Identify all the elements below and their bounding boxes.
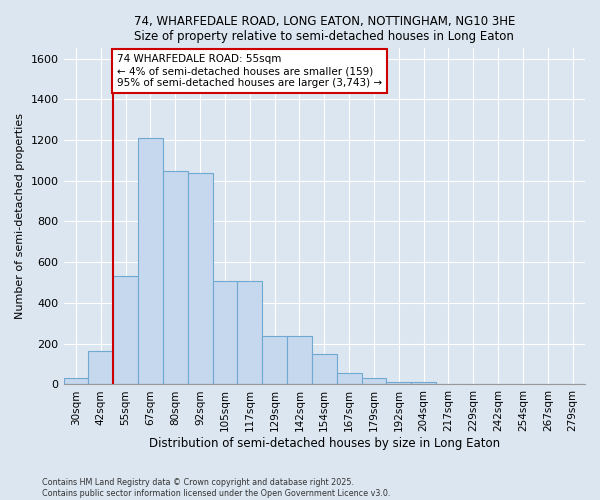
Bar bbox=[362, 378, 386, 384]
Bar bbox=[411, 382, 436, 384]
Bar bbox=[88, 351, 113, 384]
Bar bbox=[312, 354, 337, 384]
Bar bbox=[113, 276, 138, 384]
X-axis label: Distribution of semi-detached houses by size in Long Eaton: Distribution of semi-detached houses by … bbox=[149, 437, 500, 450]
Text: Contains HM Land Registry data © Crown copyright and database right 2025.
Contai: Contains HM Land Registry data © Crown c… bbox=[42, 478, 391, 498]
Y-axis label: Number of semi-detached properties: Number of semi-detached properties bbox=[15, 114, 25, 320]
Title: 74, WHARFEDALE ROAD, LONG EATON, NOTTINGHAM, NG10 3HE
Size of property relative : 74, WHARFEDALE ROAD, LONG EATON, NOTTING… bbox=[134, 15, 515, 43]
Bar bbox=[337, 374, 362, 384]
Bar bbox=[188, 172, 212, 384]
Text: 74 WHARFEDALE ROAD: 55sqm
← 4% of semi-detached houses are smaller (159)
95% of : 74 WHARFEDALE ROAD: 55sqm ← 4% of semi-d… bbox=[117, 54, 382, 88]
Bar bbox=[238, 280, 262, 384]
Bar bbox=[262, 336, 287, 384]
Bar bbox=[386, 382, 411, 384]
Bar bbox=[212, 280, 238, 384]
Bar bbox=[287, 336, 312, 384]
Bar bbox=[138, 138, 163, 384]
Bar bbox=[64, 378, 88, 384]
Bar bbox=[163, 170, 188, 384]
